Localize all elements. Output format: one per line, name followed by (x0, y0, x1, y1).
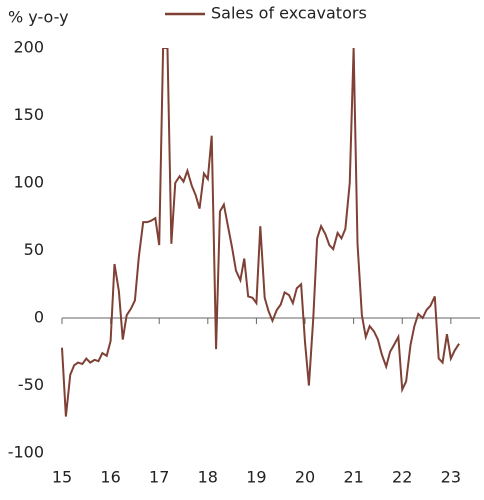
x-tick-label: 15 (52, 468, 72, 487)
y-tick-label: 200 (13, 38, 44, 57)
y-tick-label: -50 (18, 375, 44, 394)
y-tick-label: 50 (24, 240, 44, 259)
y-tick-label: -100 (8, 443, 44, 462)
y-tick-label: 150 (13, 105, 44, 124)
y-tick-label: 0 (34, 308, 44, 327)
series-line (61, 48, 460, 417)
x-tick-label: 21 (343, 468, 363, 487)
x-tick-label: 19 (246, 468, 266, 487)
x-tick-label: 18 (198, 468, 218, 487)
x-tick-label: 20 (295, 468, 315, 487)
x-tick-label: 22 (392, 468, 412, 487)
x-tick-label: 16 (100, 468, 120, 487)
x-tick-label: 17 (149, 468, 169, 487)
legend-label: Sales of excavators (211, 4, 367, 23)
x-tick-label: 23 (441, 468, 461, 487)
y-axis-label: % y-o-y (8, 8, 69, 27)
y-tick-label: 100 (13, 173, 44, 192)
